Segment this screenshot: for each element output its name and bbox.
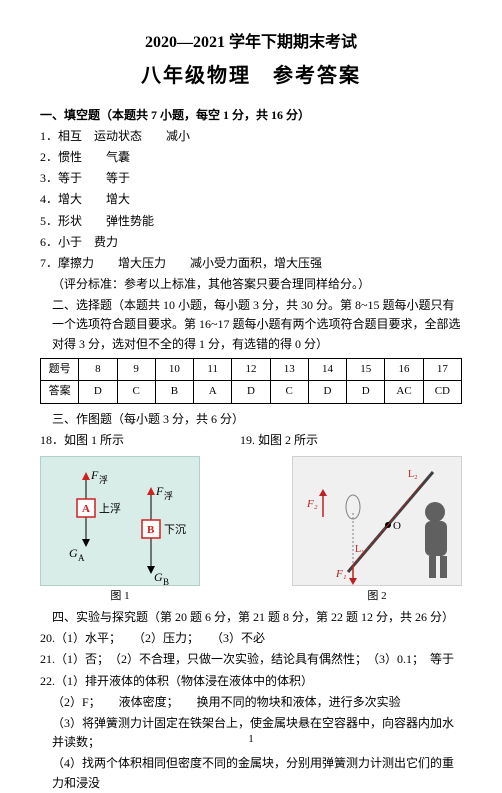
- q6: 6．小于 费力: [40, 233, 462, 252]
- q18: 18．如图 1 所示: [40, 433, 124, 447]
- figure-2-caption: 图 2: [292, 588, 462, 606]
- cell: D: [347, 381, 385, 404]
- q5: 5．形状 弹性势能: [40, 212, 462, 231]
- q2: 2．惯性 气囊: [40, 148, 462, 167]
- cell: 11: [194, 358, 232, 381]
- cell: C: [117, 381, 155, 404]
- cell-label: 答案: [41, 381, 79, 404]
- fig-labels-row: 18．如图 1 所示 19. 如图 2 所示: [40, 431, 462, 450]
- cell: 14: [308, 358, 346, 381]
- svg-text:A: A: [78, 553, 85, 563]
- fig2-F2: F₂: [306, 498, 318, 510]
- fig2-O: O: [393, 520, 401, 532]
- cell: D: [232, 381, 270, 404]
- cell: D: [79, 381, 117, 404]
- figure-1-box: F浮 A 上浮 GA F浮 B 下沉 GB 图 1: [40, 456, 200, 606]
- cell-label: 题号: [41, 358, 79, 381]
- figure-1-caption: 图 1: [40, 588, 200, 606]
- cell: B: [155, 381, 193, 404]
- fig1-Ff-B: F: [155, 484, 164, 498]
- fig1-B: B: [147, 524, 155, 536]
- cell: 8: [79, 358, 117, 381]
- fig1-GB: G: [154, 570, 163, 584]
- cell: D: [308, 381, 346, 404]
- q3: 3．等于 等于: [40, 169, 462, 188]
- table-row: 题号 8 9 10 11 12 13 14 15 16 17: [41, 358, 462, 381]
- fig2-F1: F₁: [335, 568, 347, 580]
- page-number: 1: [0, 731, 502, 749]
- q19: 19. 如图 2 所示: [240, 433, 318, 447]
- q1: 1．相互 运动状态 减小: [40, 127, 462, 146]
- svg-text:浮: 浮: [99, 474, 108, 485]
- fig1-Ff-A: F: [90, 468, 99, 482]
- section3-head: 三、作图题（每小题 3 分，共 6 分）: [40, 410, 462, 429]
- q21: 21.（1）否； （2）不合理，只做一次实验，结论具有偶然性； （3）0.1； …: [40, 650, 462, 669]
- section2-head: 二、选择题（本题共 10 小题，每小题 3 分，共 30 分。第 8~15 题每…: [40, 296, 462, 354]
- fig1-A: A: [82, 503, 90, 515]
- figure-1-svg: F浮 A 上浮 GA F浮 B 下沉 GB: [41, 457, 201, 587]
- header-line1: 2020—2021 学年下期期末考试: [40, 30, 462, 56]
- figure-2-svg: O F₁ F₂ L₁ L₂: [293, 457, 463, 587]
- section1-note: （评分标准：参考以上标准，其他答案只要合理同样给分。）: [40, 275, 462, 294]
- figure-2-box: O F₁ F₂ L₁ L₂: [292, 456, 462, 606]
- figure-1: F浮 A 上浮 GA F浮 B 下沉 GB: [40, 456, 200, 586]
- fig1-GA: G: [69, 546, 78, 560]
- table-row: 答案 D C B A D C D D AC CD: [41, 381, 462, 404]
- cell: 10: [155, 358, 193, 381]
- cell: 15: [347, 358, 385, 381]
- section4-head: 四、实验与探究题（第 20 题 6 分，第 21 题 8 分，第 22 题 12…: [40, 608, 462, 627]
- q22-4: （4）找两个体积相同但密度不同的金属块，分别用弹簧测力计测出它们的重力和浸没: [40, 754, 462, 792]
- cell: A: [194, 381, 232, 404]
- fig2-L1: L₁: [355, 544, 365, 555]
- svg-text:浮: 浮: [164, 490, 173, 501]
- fig1-down: 下沉: [164, 523, 186, 536]
- cell: 17: [423, 358, 461, 381]
- answer-table: 题号 8 9 10 11 12 13 14 15 16 17 答案 D C B …: [40, 358, 462, 404]
- q22-2: （2）F； 液体密度； 换用不同的物块和液体，进行多次实验: [40, 693, 462, 712]
- cell: 9: [117, 358, 155, 381]
- cell: 13: [270, 358, 308, 381]
- cell: 12: [232, 358, 270, 381]
- figures-row: F浮 A 上浮 GA F浮 B 下沉 GB 图 1: [40, 456, 462, 606]
- q22-1: 22.（1）排开液体的体积（物体浸在液体中的体积）: [40, 672, 462, 691]
- fig1-up: 上浮: [99, 502, 121, 515]
- figure-2: O F₁ F₂ L₁ L₂: [292, 456, 462, 586]
- fig2-L2: L₂: [408, 469, 418, 480]
- cell: CD: [423, 381, 461, 404]
- svg-text:B: B: [163, 577, 169, 587]
- section1-head: 一、填空题（本题共 7 小题，每空 1 分，共 16 分）: [40, 106, 462, 125]
- cell: AC: [385, 381, 423, 404]
- q7: 7．摩擦力 增大压力 减小受力面积，增大压强: [40, 254, 462, 273]
- cell: C: [270, 381, 308, 404]
- header-line2: 八年级物理 参考答案: [40, 60, 462, 92]
- cell: 16: [385, 358, 423, 381]
- q4: 4．增大 增大: [40, 190, 462, 209]
- q20: 20.（1）水平； （2）压力； （3）不必: [40, 629, 462, 648]
